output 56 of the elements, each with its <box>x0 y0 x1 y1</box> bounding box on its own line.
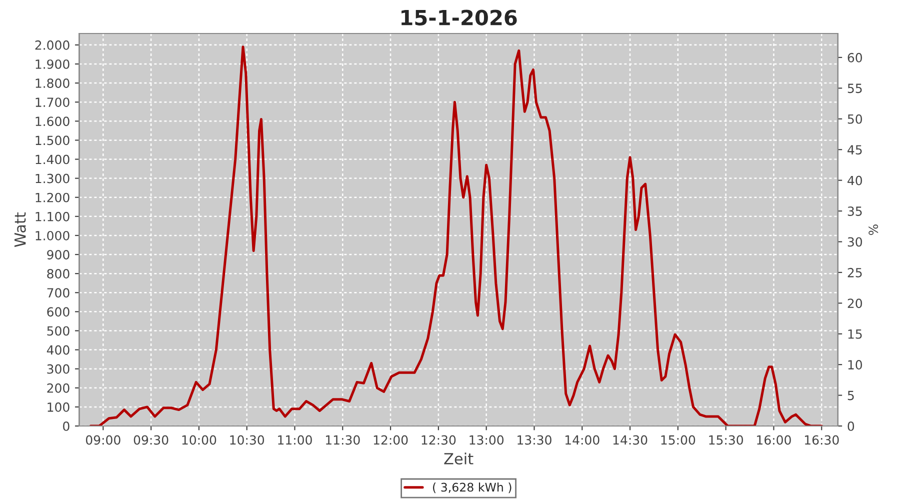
y2-tick-label: 10 <box>848 360 862 370</box>
y-tick-label: 1.400 <box>36 154 70 164</box>
y-tick-label: 800 <box>47 269 70 278</box>
x-tick-label: 10:00 <box>182 435 216 445</box>
x-tick-label: 15:00 <box>661 435 696 445</box>
y-tick-label: 500 <box>47 326 70 336</box>
chart-title: 15-1-2026 <box>402 10 517 26</box>
x-tick-label: 12:00 <box>374 435 408 445</box>
y2-tick-label: 20 <box>848 298 862 308</box>
line-series <box>89 46 823 426</box>
y-tick-label: 1.900 <box>36 59 70 69</box>
y-tick-label: 1.500 <box>36 136 70 146</box>
y2-tick-label: 40 <box>848 176 862 186</box>
y-tick-label: 1.600 <box>36 116 70 126</box>
y2-tick-label: 35 <box>848 206 862 216</box>
y-tick-label: 400 <box>46 345 70 355</box>
y-tick-label: 1.800 <box>36 78 70 88</box>
y-tick-label: 700 <box>47 288 70 298</box>
y2-tick-label: 55 <box>848 84 862 94</box>
x-tick-label: 11:00 <box>278 435 312 445</box>
x-tick-label: 16:00 <box>757 435 791 445</box>
y2-tick-label: 15 <box>848 330 862 339</box>
y-tick-label: 1.200 <box>36 192 70 202</box>
y-tick-label: 300 <box>47 364 70 374</box>
x-tick-label: 10:30 <box>230 435 264 445</box>
y-tick-label: 600 <box>47 307 70 317</box>
y2-axis-title: % <box>868 224 878 235</box>
y-tick-label: 1.000 <box>36 230 70 240</box>
y-axis-title: Watt <box>14 212 26 247</box>
y2-tick-label: 45 <box>848 145 862 155</box>
y2-tick-label: 60 <box>848 52 862 62</box>
x-tick-label: 09:30 <box>134 435 168 445</box>
y-tick-label: 0 <box>63 421 70 431</box>
y2-tick-label: 30 <box>848 237 862 247</box>
x-tick-label: 11:30 <box>326 435 360 445</box>
x-tick-label: 15:30 <box>709 435 743 445</box>
x-tick-label: 13:30 <box>518 435 552 445</box>
y-tick-label: 900 <box>47 250 70 260</box>
y-tick-label: 1.700 <box>36 98 70 108</box>
y2-tick-label: 5 <box>848 390 854 400</box>
x-tick-label: 12:30 <box>422 435 456 445</box>
legend-label: ( 3,628 kWh ) <box>433 482 512 494</box>
x-tick-label: 13:00 <box>470 435 504 445</box>
y-tick-label: 2.000 <box>35 40 70 50</box>
x-tick-label: 14:30 <box>613 435 648 445</box>
x-tick-label: 16:30 <box>804 435 839 445</box>
x-tick-label: 09:00 <box>86 435 120 445</box>
y-tick-label: 1.300 <box>36 174 70 184</box>
y-tick-label: 100 <box>48 402 70 412</box>
y-tick-label: 200 <box>47 383 70 393</box>
x-axis-title: Zeit <box>444 452 474 465</box>
y-tick-label: 1.100 <box>36 212 70 222</box>
y2-tick-label: 0 <box>848 421 854 431</box>
y2-tick-label: 50 <box>848 114 862 124</box>
x-tick-label: 14:00 <box>565 435 600 445</box>
y2-tick-label: 25 <box>848 268 862 278</box>
